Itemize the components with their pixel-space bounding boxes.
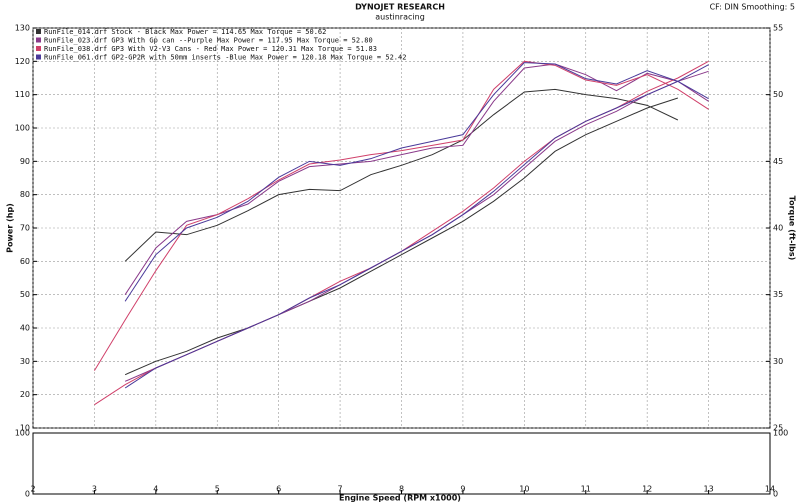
legend-swatch — [36, 46, 41, 51]
x-tick-label: 13 — [703, 485, 713, 494]
y-tick-label: 80 — [20, 190, 30, 199]
torque-line — [124, 63, 709, 295]
y-tick-label: 0 — [773, 490, 778, 499]
y-tick-label: 10 — [20, 424, 30, 433]
y-tick-label: 60 — [20, 257, 30, 266]
torque-line — [124, 62, 709, 302]
y-tick-label: 30 — [20, 357, 30, 366]
x-tick-label: 11 — [581, 485, 591, 494]
x-tick-label: 9 — [460, 485, 465, 494]
torque-line — [124, 88, 679, 262]
y-tick-label: 130 — [15, 24, 30, 33]
legend-entry: RunFile_038.drf GP3 With V2-V3 Cans - Re… — [44, 45, 377, 53]
y-tick-label: 100 — [15, 429, 30, 438]
x-tick-label: 2 — [30, 485, 35, 494]
power-line — [124, 97, 679, 376]
y-tick-label: 90 — [20, 157, 30, 166]
y-tick-label: 70 — [20, 224, 30, 233]
power-line — [124, 64, 709, 389]
y-tick-label: 50 — [20, 290, 30, 299]
x-tick-label: 14 — [765, 485, 775, 494]
y-tick-label: 20 — [20, 390, 30, 399]
legend-swatch — [36, 54, 41, 60]
y-tick-label: 120 — [15, 57, 30, 66]
y-tick-label: 35 — [773, 290, 783, 299]
lower-plot-frame — [32, 432, 771, 495]
chart-title: DYNOJET RESEARCH — [355, 3, 445, 12]
x-tick-label: 8 — [399, 485, 404, 494]
legend-entry: RunFile_023.drf GP3 With Gp can --Purple… — [44, 37, 373, 45]
y-axis-label: Power (hp) — [6, 203, 15, 253]
y-tick-label: 45 — [773, 157, 783, 166]
torque-line — [93, 60, 709, 371]
y-tick-label: 55 — [773, 24, 783, 33]
x-tick-label: 5 — [215, 485, 220, 494]
annotation: CF: DIN Smoothing: 5 — [710, 3, 795, 12]
y-tick-label: 100 — [15, 124, 30, 133]
y-tick-label: 40 — [773, 224, 783, 233]
legend-swatch — [36, 37, 41, 43]
y-tick-label: 0 — [25, 490, 30, 499]
legend-entry: RunFile_014.drf Stock - Black Max Power … — [44, 28, 326, 36]
x-tick-label: 6 — [276, 485, 281, 494]
x-tick-label: 3 — [92, 485, 97, 494]
y-tick-label: 30 — [773, 357, 783, 366]
y-tick-label: 50 — [773, 90, 783, 99]
y-tick-label: 40 — [20, 324, 30, 333]
y-tick-label: 110 — [15, 90, 30, 99]
legend-entry: RunFile_061.drf GP2-GP2R with 50mm inser… — [44, 54, 406, 62]
y-tick-label: 100 — [773, 429, 788, 438]
x-tick-label: 7 — [338, 485, 343, 494]
chart-subtitle: austinracing — [375, 13, 425, 22]
y-tick-label: 25 — [773, 424, 783, 433]
x-tick-label: 4 — [153, 485, 158, 494]
legend-swatch — [36, 29, 41, 34]
x-axis-label: Engine Speed (RPM x1000) — [339, 494, 461, 503]
x-tick-label: 10 — [519, 485, 529, 494]
y2-axis-label: Torque (ft-lbs) — [788, 196, 797, 261]
x-tick-label: 12 — [642, 485, 652, 494]
